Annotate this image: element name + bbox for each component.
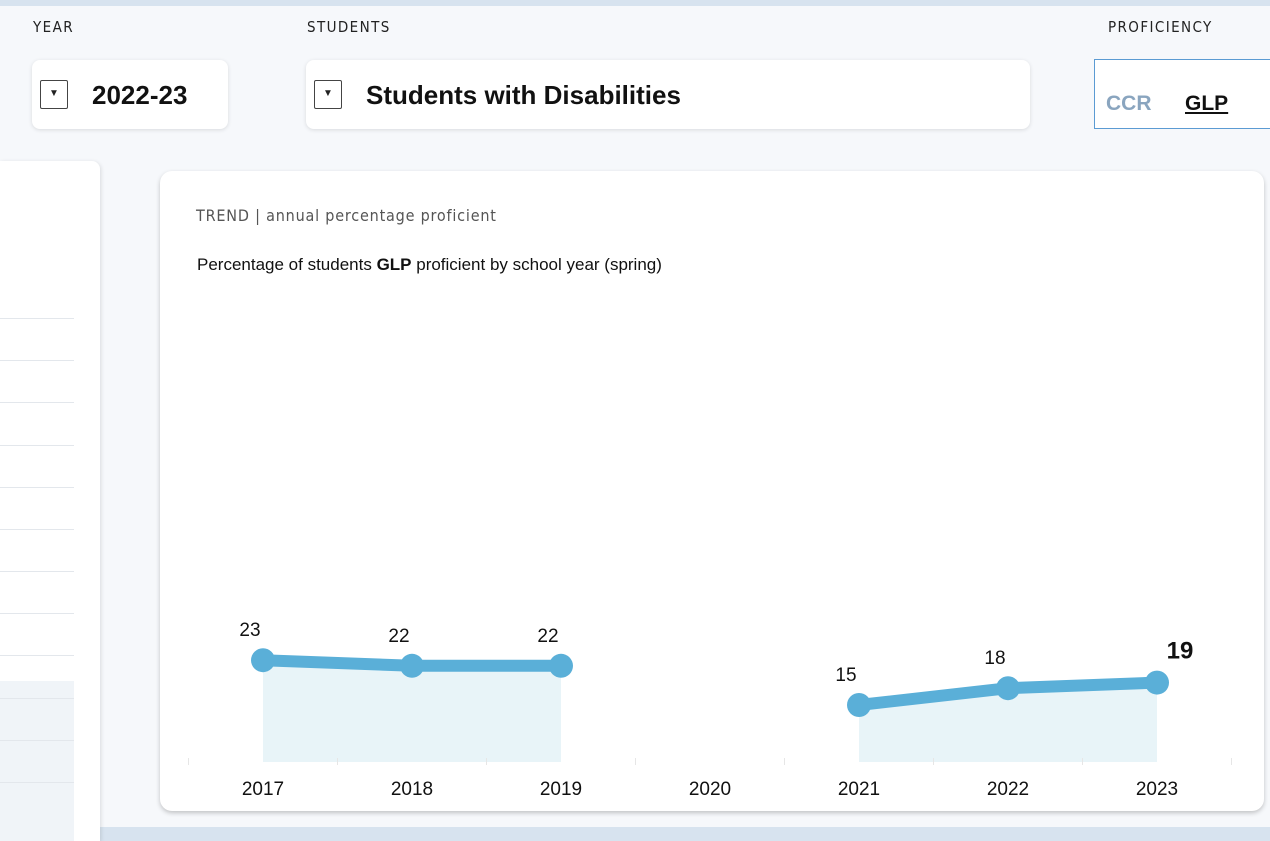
trend-line-chart: 23 22 22 15 18 19 2017 2018 2019 2020 2021 2022 2023 xyxy=(188,620,1232,800)
data-point xyxy=(400,653,424,678)
data-label: 15 xyxy=(835,665,856,686)
left-panel-divider xyxy=(0,529,74,530)
left-panel-divider xyxy=(0,655,74,656)
proficiency-filter-label: PROFICIENCY xyxy=(1108,18,1213,36)
trend-card: TREND | annual percentage proficient Per… xyxy=(160,171,1264,811)
data-label: 22 xyxy=(537,626,558,647)
x-tick-label: 2021 xyxy=(838,779,880,800)
left-panel-divider xyxy=(0,487,74,488)
data-point xyxy=(847,693,871,717)
x-tick-label: 2017 xyxy=(242,779,284,800)
x-tick-label: 2023 xyxy=(1136,779,1178,800)
year-select[interactable]: ▼ 2022-23 xyxy=(32,60,228,129)
left-panel-divider xyxy=(0,782,74,783)
chart-subtitle-suffix: proficient by school year (spring) xyxy=(411,255,662,274)
area-fill xyxy=(263,660,561,762)
left-panel-divider xyxy=(0,613,74,614)
caret-down-icon: ▼ xyxy=(49,87,59,99)
x-tick-label: 2019 xyxy=(540,779,582,800)
caret-down-icon: ▼ xyxy=(323,87,333,99)
left-panel-divider xyxy=(0,402,74,403)
left-panel-divider xyxy=(0,740,74,741)
chart-subtitle: Percentage of students GLP proficient by… xyxy=(197,255,662,275)
students-filter-label: STUDENTS xyxy=(307,18,391,36)
data-label: 23 xyxy=(239,620,260,641)
proficiency-option-glp[interactable]: GLP xyxy=(1185,92,1229,115)
students-select-value: Students with Disabilities xyxy=(366,80,681,110)
data-label: 19 xyxy=(1167,638,1194,665)
dashboard-page: YEAR ▼ 2022-23 STUDENTS ▼ Students with … xyxy=(0,6,1270,841)
left-panel-shaded-rows xyxy=(0,681,74,841)
year-select-value: 2022-23 xyxy=(92,80,188,110)
x-tick-label: 2020 xyxy=(689,779,731,800)
data-point xyxy=(996,676,1020,701)
x-tick-label: 2022 xyxy=(987,779,1029,800)
students-select[interactable]: ▼ Students with Disabilities xyxy=(306,60,1030,129)
left-side-panel xyxy=(0,161,100,841)
students-dropdown-button[interactable]: ▼ xyxy=(314,80,342,109)
chart-subtitle-bold: GLP xyxy=(376,255,412,274)
left-panel-divider xyxy=(0,360,74,361)
proficiency-toggle: CCR GLP xyxy=(1094,59,1270,129)
proficiency-option-ccr[interactable]: CCR xyxy=(1106,92,1152,115)
left-panel-divider xyxy=(0,571,74,572)
data-point xyxy=(251,648,275,673)
year-dropdown-button[interactable]: ▼ xyxy=(40,80,68,109)
data-label: 22 xyxy=(388,626,409,647)
chart-subtitle-prefix: Percentage of students xyxy=(197,255,377,274)
left-panel-divider xyxy=(0,698,74,699)
left-panel-divider xyxy=(0,445,74,446)
year-filter-label: YEAR xyxy=(33,18,74,36)
data-label: 18 xyxy=(984,648,1005,669)
left-panel-divider xyxy=(0,318,74,319)
x-tick-label: 2018 xyxy=(391,779,433,800)
trend-heading: TREND | annual percentage proficient xyxy=(196,206,497,225)
data-point xyxy=(1145,670,1169,695)
data-point xyxy=(549,653,573,678)
